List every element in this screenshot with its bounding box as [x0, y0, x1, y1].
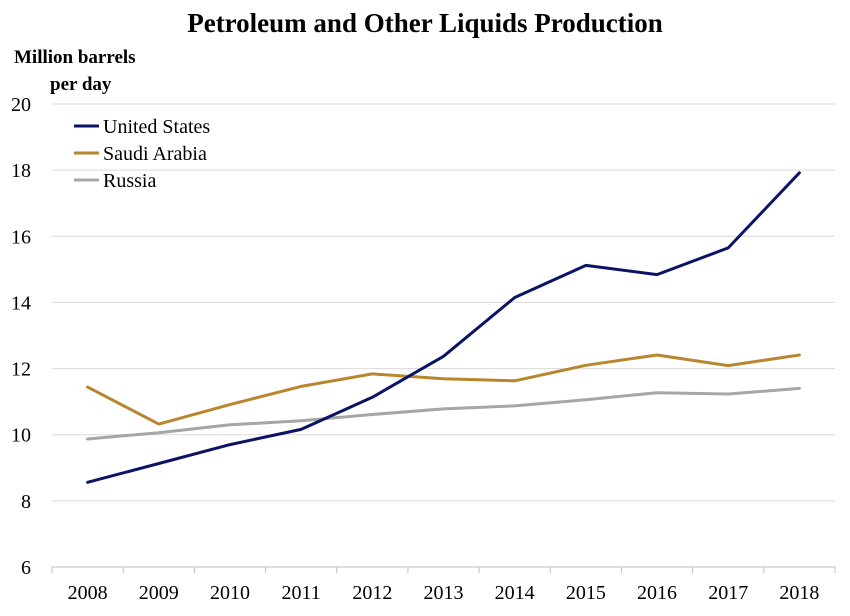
legend-label-russia: Russia	[103, 170, 156, 192]
x-tick-label: 2014	[495, 582, 535, 604]
y-axis-label: Million barrels per day	[14, 44, 174, 98]
chart-title: Petroleum and Other Liquids Production	[187, 8, 663, 38]
y-axis-label-line-1: Million barrels	[14, 47, 136, 68]
legend-label-saudi-arabia: Saudi Arabia	[103, 143, 207, 165]
series-line-united-states	[86, 171, 801, 484]
y-tick-label: 10	[11, 425, 31, 447]
y-tick-label: 8	[21, 491, 31, 513]
x-tick-label: 2016	[637, 582, 677, 604]
x-tick-label: 2012	[352, 582, 392, 604]
series-line-saudi-arabia	[86, 353, 801, 426]
x-tick-label: 2010	[210, 582, 250, 604]
series-lines	[86, 171, 801, 484]
y-tick-label: 18	[11, 160, 31, 182]
x-tick-label: 2009	[139, 582, 179, 604]
x-tick-label: 2018	[779, 582, 819, 604]
y-tick-label: 12	[11, 359, 31, 381]
y-tick-label: 20	[11, 94, 31, 116]
y-tick-label: 14	[11, 292, 31, 314]
x-tick-label: 2017	[708, 582, 748, 604]
x-tick-label: 2011	[282, 582, 321, 604]
series-line-russia	[86, 386, 801, 441]
legend-label-united-states: United States	[103, 116, 210, 138]
x-tick-label: 2015	[566, 582, 606, 604]
y-tick-label: 6	[21, 557, 31, 579]
legend: United States Saudi Arabia Russia	[74, 116, 210, 192]
axes	[51, 566, 836, 573]
x-tick-labels: 2008 2009 2010 2011 2012 2013 2014 2015 2016 2017…	[68, 582, 820, 604]
y-axis-label-line-2: per day	[50, 74, 112, 95]
x-tick-label: 2013	[424, 582, 464, 604]
y-tick-labels: 6 8 10 12 14 16 18 20	[11, 94, 31, 579]
y-tick-label: 16	[11, 226, 31, 248]
gridlines	[52, 103, 835, 502]
x-tick-label: 2008	[68, 582, 108, 604]
